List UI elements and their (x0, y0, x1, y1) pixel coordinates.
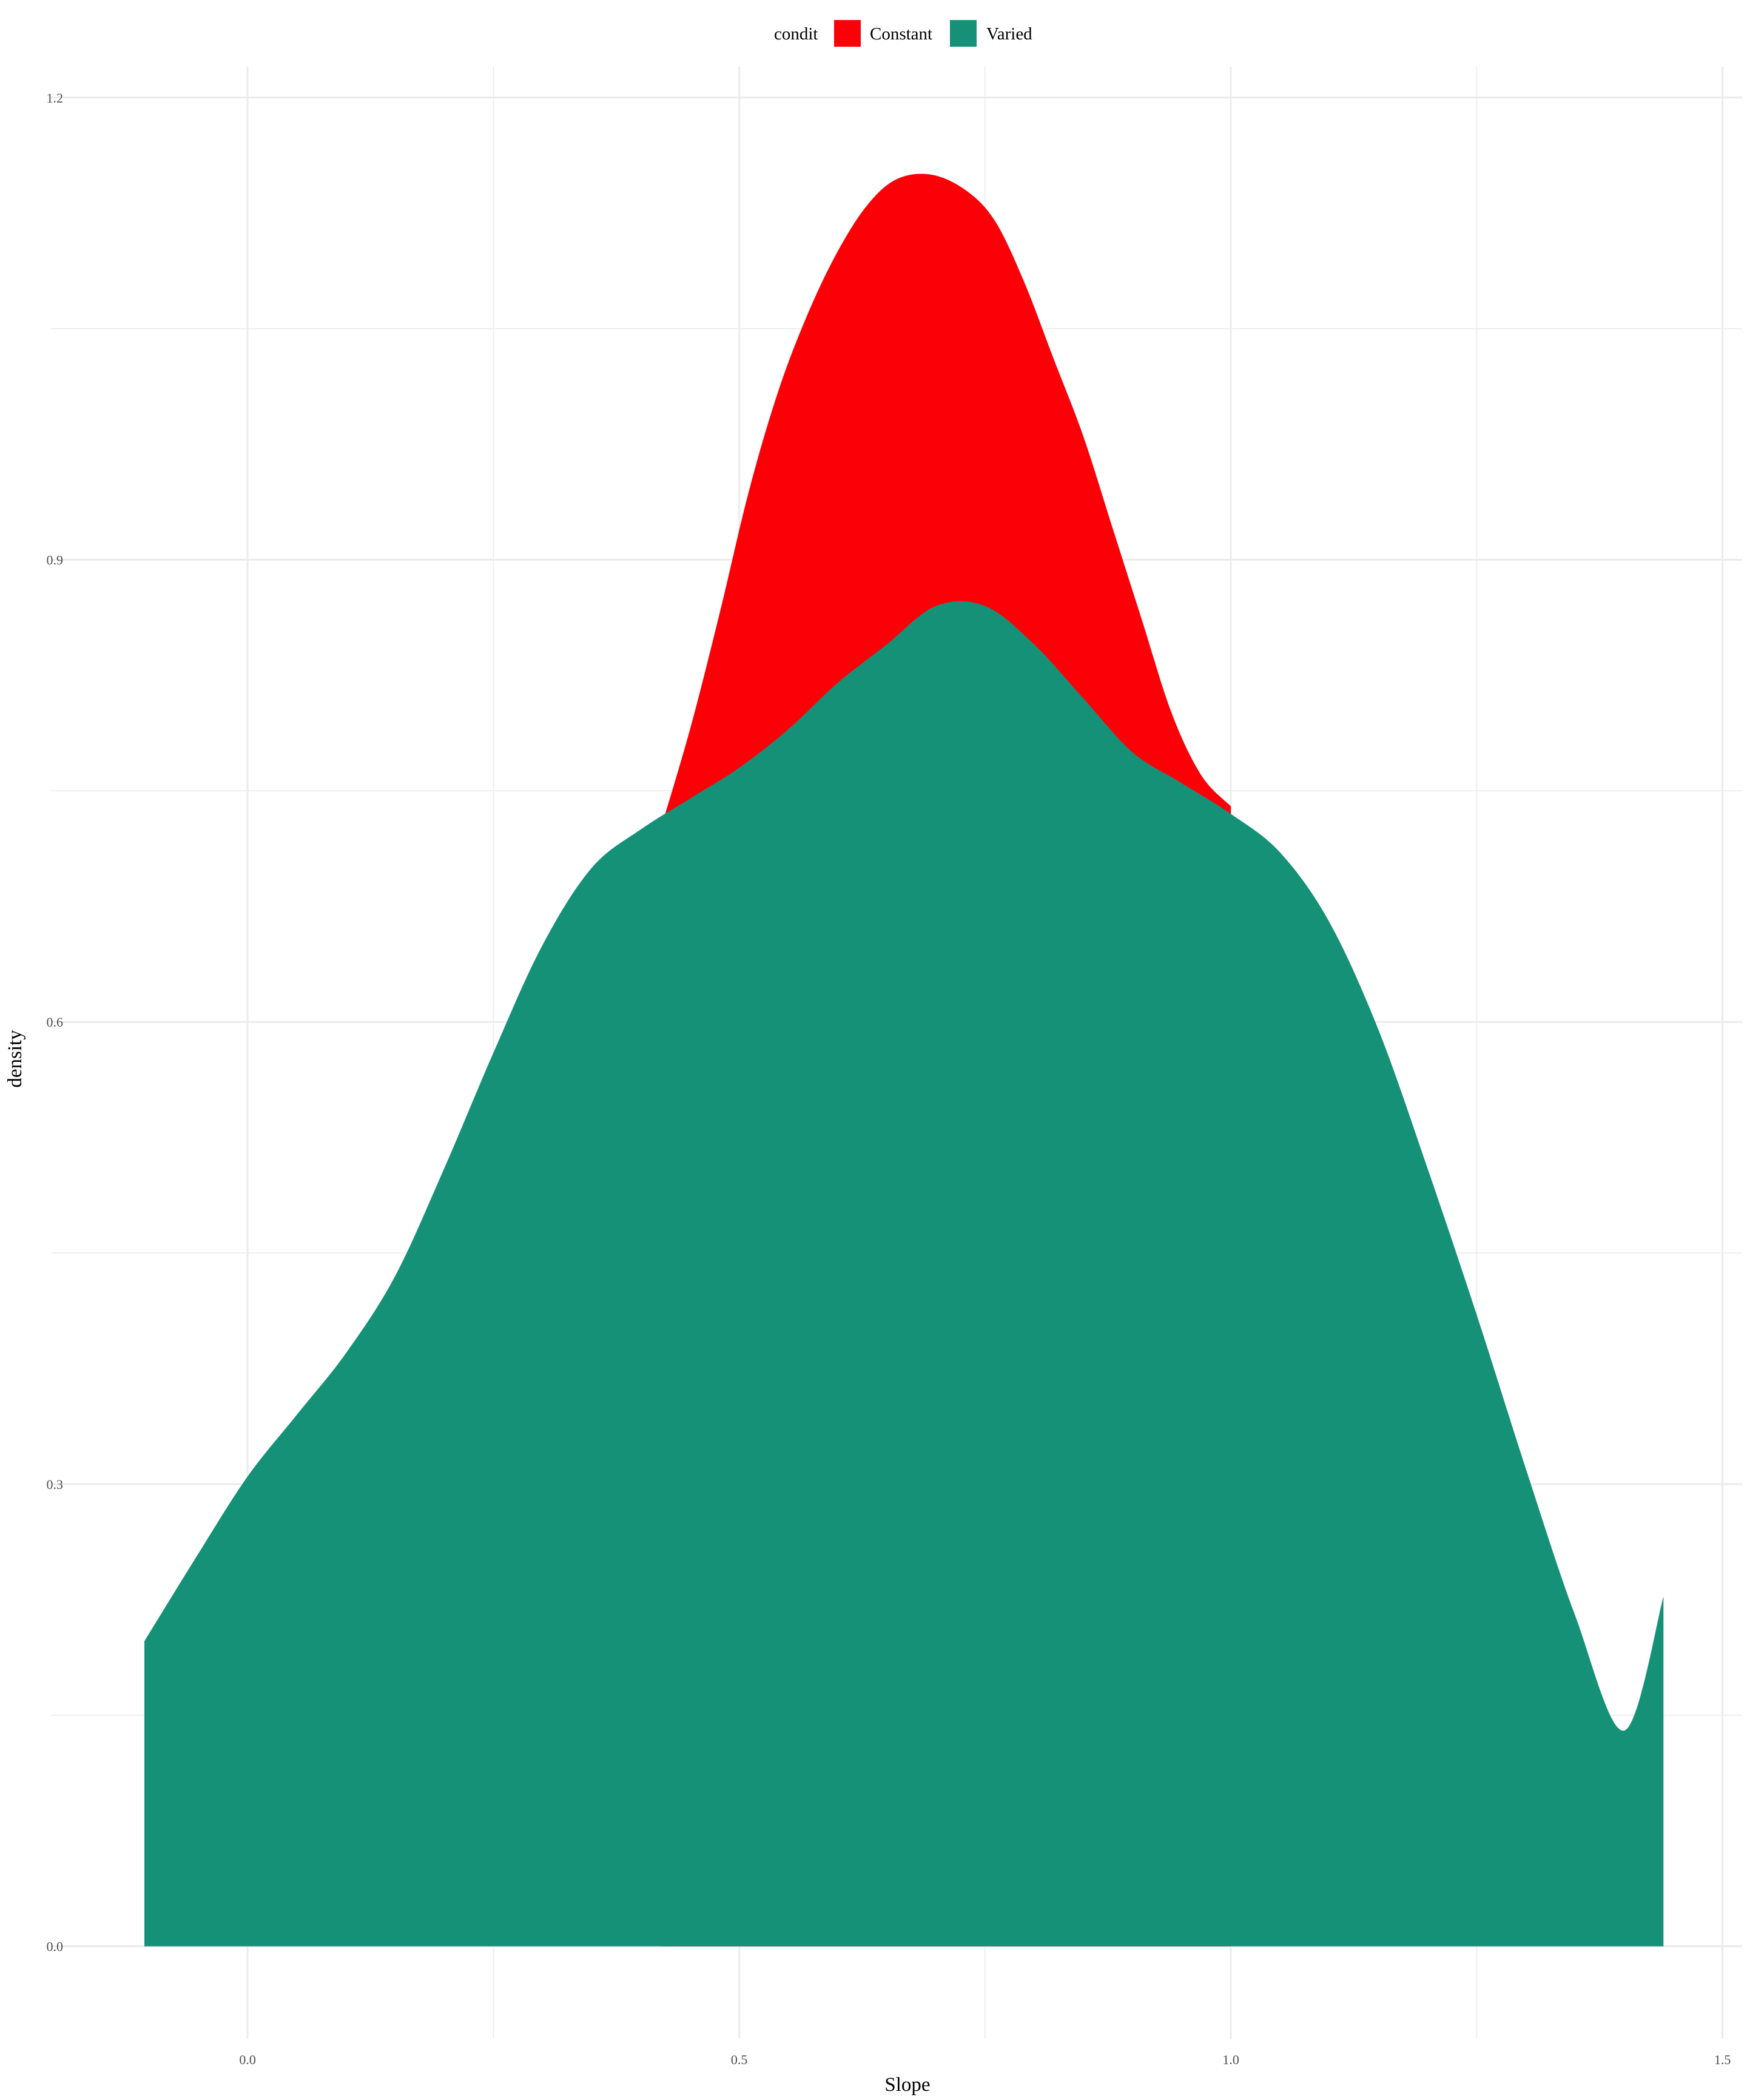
x-tick-label: 1.0 (1222, 2052, 1239, 2067)
legend: condit Constant Varied (774, 20, 1032, 47)
area-layer (144, 174, 1664, 1946)
x-tick-label: 0.0 (239, 2052, 256, 2067)
density-area-varied (144, 601, 1664, 1946)
y-tick-label: 1.2 (47, 90, 64, 106)
x-tick-label: 1.5 (1714, 2052, 1731, 2067)
y-tick-label: 0.6 (47, 1015, 64, 1030)
y-tick-label: 0.0 (47, 1939, 64, 1954)
tick-layer: 0.0 0.5 1.0 1.5 0.0 0.3 0.6 0.9 1.2 (47, 90, 1731, 2067)
legend-key-constant (834, 20, 861, 47)
legend-label-varied: Varied (986, 24, 1032, 44)
x-axis-title: Slope (884, 2074, 930, 2096)
legend-title: condit (774, 24, 818, 44)
y-tick-label: 0.9 (47, 553, 64, 568)
y-axis-title: density (4, 1030, 26, 1088)
legend-key-varied (950, 20, 977, 47)
y-tick-label: 0.3 (47, 1477, 64, 1492)
x-tick-label: 0.5 (731, 2052, 748, 2067)
legend-label-constant: Constant (870, 24, 932, 44)
